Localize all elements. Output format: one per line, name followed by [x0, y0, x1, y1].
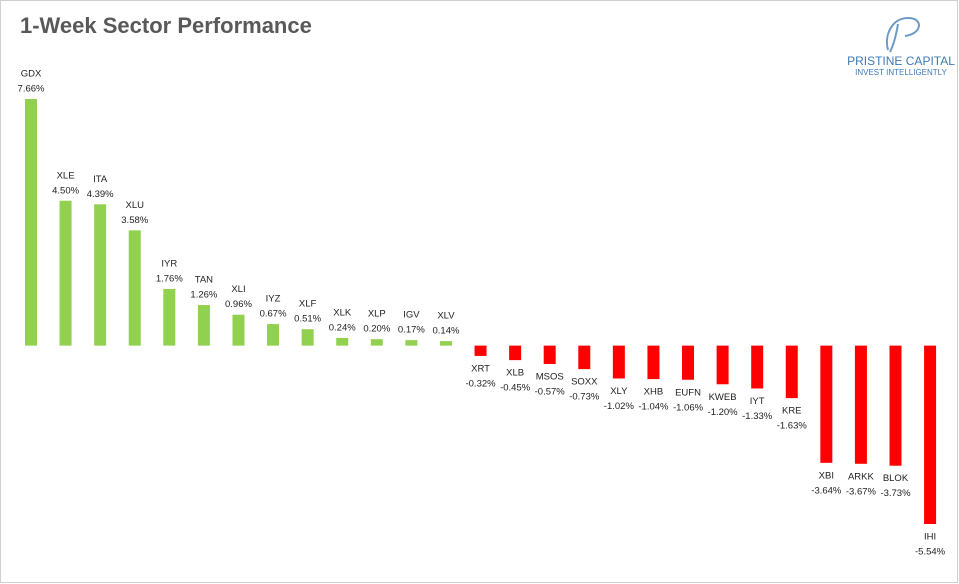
bar	[439, 341, 452, 346]
value-label: -1.06%	[673, 402, 704, 413]
category-label: IGV	[403, 310, 420, 321]
bar	[716, 345, 729, 385]
category-label: MSOS	[536, 371, 564, 382]
category-label: XLB	[506, 368, 524, 379]
bar	[820, 345, 833, 463]
category-label: ITA	[93, 174, 108, 185]
value-label: -0.73%	[569, 392, 600, 403]
value-label: -3.67%	[846, 486, 877, 497]
value-label: -1.63%	[777, 421, 808, 432]
category-label: KWEB	[709, 392, 737, 403]
value-label: 0.20%	[363, 324, 390, 335]
bar	[543, 345, 556, 364]
value-label: 4.39%	[87, 189, 114, 200]
category-label: XLI	[231, 284, 245, 295]
bar	[474, 345, 487, 356]
value-label: 0.17%	[398, 325, 425, 336]
category-label: XLP	[368, 309, 386, 320]
value-label: 0.24%	[329, 322, 356, 333]
value-label: 0.51%	[294, 314, 321, 325]
value-label: -1.20%	[708, 407, 739, 418]
value-label: 7.66%	[18, 84, 45, 95]
bar	[301, 329, 314, 346]
value-label: 1.26%	[190, 290, 217, 301]
category-label: XBI	[819, 470, 834, 481]
bar	[197, 305, 210, 346]
value-label: -0.45%	[500, 383, 531, 394]
value-label: 1.76%	[156, 273, 183, 284]
value-label: -0.32%	[465, 378, 496, 389]
bar	[924, 345, 937, 524]
category-label: EUFN	[675, 387, 701, 398]
category-label: SOXX	[571, 377, 598, 388]
value-label: -5.54%	[915, 547, 946, 558]
bar	[25, 99, 37, 346]
value-label: 0.14%	[432, 326, 459, 337]
category-label: IYZ	[266, 294, 281, 305]
bar	[509, 345, 522, 361]
logo-mark	[886, 16, 920, 53]
category-label: XLY	[610, 386, 628, 397]
chart-title: 1-Week Sector Performance	[20, 13, 312, 38]
bar	[405, 340, 418, 346]
category-label: TAN	[195, 275, 213, 286]
bar	[612, 345, 625, 379]
bar	[889, 345, 902, 466]
value-label: -1.04%	[638, 402, 669, 413]
category-label: ARKK	[848, 471, 875, 482]
category-label: BLOK	[883, 473, 909, 484]
bar	[647, 345, 660, 380]
bar	[682, 345, 695, 380]
value-label: 4.50%	[52, 185, 79, 196]
value-label: 0.96%	[225, 299, 252, 310]
bar	[94, 204, 107, 346]
category-label: GDX	[21, 69, 42, 80]
logo-tagline: INVEST INTELLIGENTLY	[855, 68, 947, 77]
value-label: -3.64%	[811, 485, 842, 496]
bar	[336, 337, 349, 346]
value-label: -0.57%	[535, 386, 566, 397]
category-label: IYR	[161, 258, 177, 269]
value-label: -1.02%	[604, 401, 635, 412]
bar	[785, 345, 798, 399]
value-label: 0.67%	[260, 309, 287, 320]
category-label: XLF	[299, 299, 317, 310]
category-label: XLK	[333, 307, 352, 318]
category-label: XLU	[125, 200, 144, 211]
bar	[59, 200, 72, 346]
logo-name: PRISTINE CAPITAL	[847, 54, 955, 68]
category-label: IHI	[924, 532, 936, 543]
value-label: 3.58%	[121, 215, 148, 226]
bar	[267, 324, 280, 346]
value-label: -3.73%	[880, 488, 911, 499]
category-label: XLV	[437, 311, 455, 322]
bar	[854, 345, 867, 464]
category-label: IYT	[750, 396, 765, 407]
category-label: XHB	[644, 387, 664, 398]
category-label: XRT	[471, 363, 490, 374]
bar	[163, 288, 176, 346]
bar	[751, 345, 764, 389]
value-label: -1.33%	[742, 411, 773, 422]
category-label: KRE	[782, 406, 802, 417]
logo: PRISTINE CAPITAL INVEST INTELLIGENTLY	[847, 16, 955, 77]
bar	[370, 339, 383, 346]
bar	[232, 314, 245, 346]
bar	[128, 230, 141, 346]
category-label: XLE	[57, 170, 75, 181]
bar	[578, 345, 591, 370]
